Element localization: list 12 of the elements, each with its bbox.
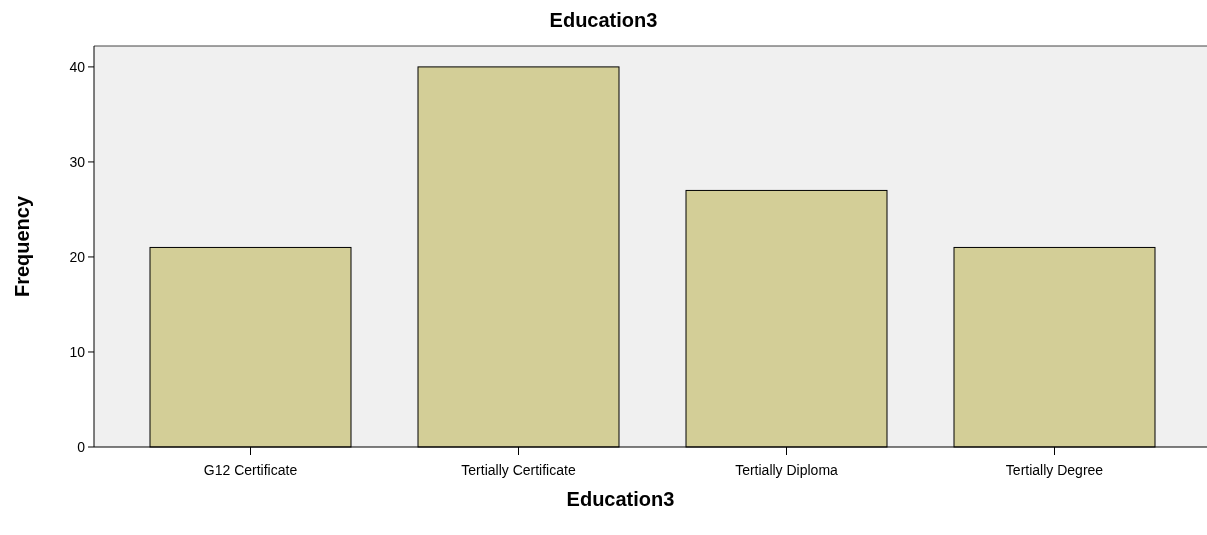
x-tick-label: Tertially Certificate bbox=[461, 462, 576, 478]
y-axis-title: Frequency bbox=[11, 195, 33, 298]
x-tick-label: G12 Certificate bbox=[203, 462, 298, 478]
x-axis-title: Education3 bbox=[566, 488, 675, 510]
chart-title: Education3 bbox=[549, 9, 658, 31]
y-tick-label: 30 bbox=[69, 153, 86, 170]
y-tick-label: 0 bbox=[77, 438, 86, 455]
y-tick-label: 10 bbox=[69, 343, 86, 360]
x-tick-label: Tertially Diploma bbox=[735, 462, 839, 478]
y-tick-label: 20 bbox=[69, 248, 86, 265]
y-tick-label: 40 bbox=[69, 58, 86, 75]
x-tick-label: Tertially Degree bbox=[1005, 462, 1104, 478]
